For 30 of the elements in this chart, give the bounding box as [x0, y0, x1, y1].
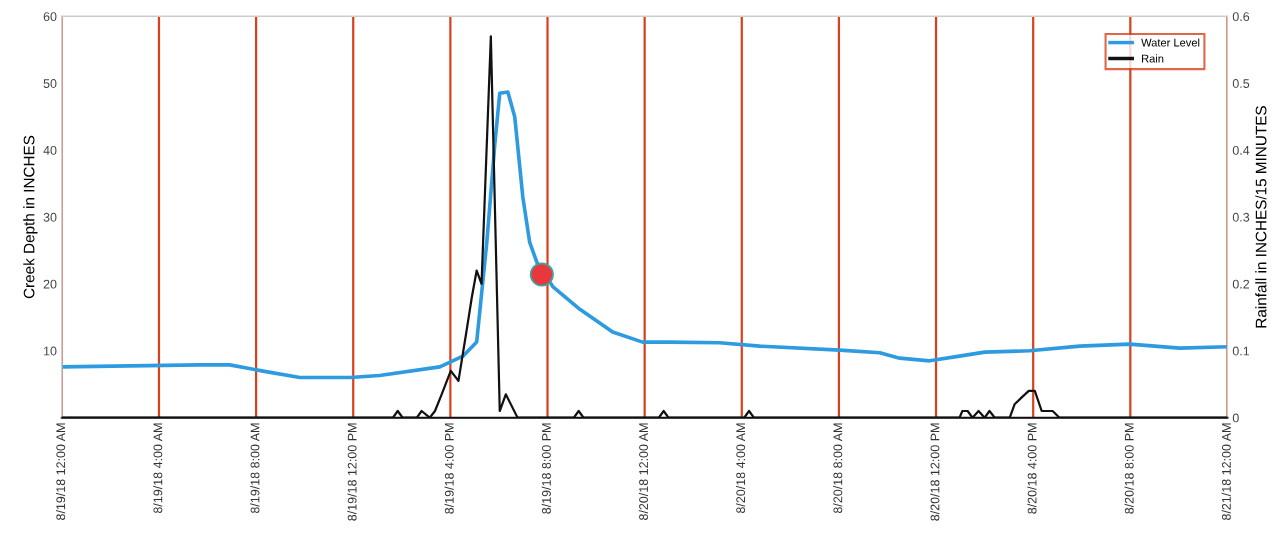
- y2-tick-label: 0.6: [1232, 12, 1250, 22]
- y-tick-label: 60: [43, 12, 57, 22]
- x-tick-label: 8/19/18 12:00 PM: [347, 423, 357, 521]
- y-tick-label: 30: [43, 212, 57, 222]
- x-tick-label: 8/20/18 4:00 PM: [1027, 423, 1037, 514]
- y2-axis-title: Rainfall in INCHES/15 MINUTES: [1255, 106, 1267, 328]
- y-tick-label: 20: [43, 279, 57, 289]
- x-tick-label: 8/19/18 8:00 PM: [541, 423, 551, 514]
- x-tick-label: 8/19/18 4:00 PM: [444, 423, 454, 514]
- x-tick-label: 8/20/18 8:00 PM: [1124, 423, 1134, 514]
- x-tick-label: 8/19/18 12:00 AM: [56, 423, 66, 520]
- y2-tick-label: 0.2: [1232, 279, 1250, 289]
- y-tick-label: 40: [43, 145, 57, 155]
- y2-tick-label: 0: [1232, 413, 1239, 423]
- y-tick-label: 10: [44, 346, 57, 356]
- y2-tick-label: 0.3: [1232, 212, 1250, 222]
- x-tick-label: 8/20/18 12:00 AM: [638, 423, 648, 520]
- y-axis-title: Creek Depth in INCHES: [23, 135, 38, 299]
- y2-tick-label: 0.4: [1232, 145, 1250, 155]
- legend-label: Water Level: [1141, 38, 1200, 47]
- x-tick-label: 8/20/18 8:00 AM: [833, 423, 843, 514]
- x-tick-label: 8/19/18 8:00 AM: [250, 423, 260, 514]
- y-tick-label: 50: [43, 79, 57, 88]
- y2-tick-label: 0.5: [1232, 79, 1250, 88]
- x-tick-label: 8/20/18 12:00 PM: [930, 423, 940, 521]
- legend-label: Rain: [1142, 54, 1164, 63]
- x-tick-label: 8/20/18 4:00 AM: [735, 423, 746, 514]
- y2-tick-label: 0.1: [1232, 346, 1250, 356]
- x-tick-label: 8/21/18 12:00 AM: [1221, 423, 1231, 520]
- x-tick-label: 8/19/18 4:00 AM: [153, 423, 163, 514]
